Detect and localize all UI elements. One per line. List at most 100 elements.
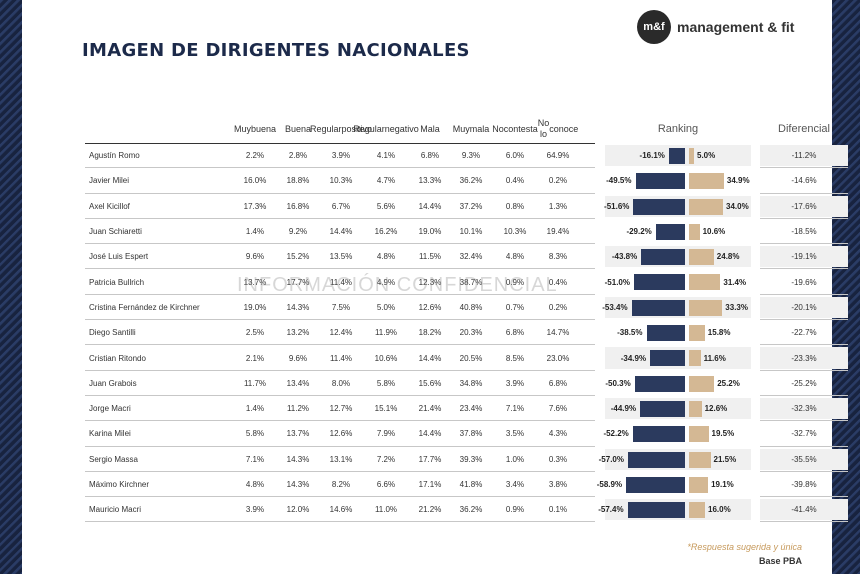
column-header-line: Buena [284, 123, 312, 134]
value-cell: 8.0% [331, 378, 351, 388]
negative-bar-label: -53.4% [602, 302, 628, 312]
row-divider [85, 268, 595, 270]
row-divider [85, 445, 595, 447]
diferencial-cell: -20.1% [760, 296, 848, 319]
value-cell: 20.3% [459, 328, 483, 338]
value-cell: 4.8% [505, 252, 525, 262]
value-cell: 17.1% [418, 480, 442, 489]
negative-bar [633, 198, 685, 215]
value-cell: 17.7% [418, 454, 442, 464]
diferencial-cell: -19.1% [760, 246, 848, 268]
value-cell: 19.0% [418, 227, 442, 237]
value-cell: 2.1% [245, 353, 265, 363]
negative-bar-label: -51.0% [604, 277, 630, 287]
value-cell: 3.9% [505, 378, 525, 388]
footnote: *Respuesta sugerida y única [687, 542, 802, 552]
row-divider [85, 243, 595, 245]
negative-bar [635, 173, 685, 190]
row-divider [760, 167, 848, 169]
value-cell: 1.0% [505, 454, 525, 464]
value-cell: 14.6% [329, 505, 353, 515]
diferencial-cell: -32.3% [760, 397, 848, 420]
row-divider [85, 293, 595, 295]
positive-bar-label: 10.6% [702, 227, 726, 237]
row-divider [85, 369, 595, 371]
value-cell: 5.8% [245, 429, 265, 439]
value-cell: 4.1% [376, 151, 396, 161]
column-header-line: buena [251, 123, 277, 134]
row-divider [85, 217, 595, 219]
row-divider [760, 496, 848, 498]
diferencial-cell: -14.6% [791, 176, 817, 186]
row-name: Axel Kicillof [89, 201, 130, 211]
value-cell: 16.2% [374, 227, 398, 237]
value-cell: 2.5% [245, 328, 265, 338]
value-cell: 40.8% [459, 302, 483, 312]
value-cell: 15.6% [418, 378, 442, 388]
column-header-line: positivo [341, 123, 373, 134]
row-name: Máximo Kirchner [89, 480, 150, 489]
value-cell: 3.5% [505, 429, 525, 439]
positive-bar-label: 19.5% [711, 429, 735, 439]
header-divider [85, 143, 595, 144]
negative-bar-label: -44.9% [610, 404, 637, 414]
value-cell: 0.2% [548, 176, 568, 186]
value-cell: 4.8% [245, 480, 265, 489]
row-name: Patricia Bullrich [89, 277, 145, 287]
value-cell: 0.1% [548, 505, 568, 515]
negative-bar [646, 325, 685, 342]
row-divider [760, 192, 848, 194]
value-cell: 12.0% [286, 505, 310, 515]
value-cell: 7.5% [331, 302, 351, 312]
negative-bar-label: -57.4% [598, 505, 624, 515]
value-cell: 14.3% [286, 480, 310, 489]
negative-bar [634, 375, 685, 392]
value-cell: 0.2% [548, 302, 568, 312]
value-cell: 0.4% [548, 277, 568, 287]
value-cell: 32.4% [459, 252, 483, 262]
value-cell: 13.3% [418, 176, 442, 186]
value-cell: 12.4% [329, 328, 353, 338]
negative-bar-label: -50.3% [605, 378, 631, 388]
value-cell: 8.2% [331, 480, 351, 489]
slide: IMAGEN DE DIRIGENTES NACIONALES m&f mana… [22, 0, 848, 574]
value-cell: 11.5% [418, 252, 442, 262]
row-name: Diego Santilli [89, 328, 136, 338]
column-header-line: No [492, 123, 504, 134]
row-divider [760, 521, 848, 523]
positive-bar [689, 426, 709, 443]
row-divider [760, 268, 848, 270]
value-cell: 12.6% [329, 429, 353, 439]
positive-bar-label: 5.0% [697, 151, 716, 161]
diferencial-cell: -17.6% [760, 195, 848, 217]
row-divider [85, 394, 595, 396]
positive-bar [689, 299, 723, 316]
value-cell: 14.4% [418, 353, 442, 363]
positive-bar [689, 451, 711, 468]
negative-bar-label: -51.6% [604, 201, 630, 211]
column-header: Buena [278, 115, 318, 143]
value-cell: 12.3% [418, 277, 442, 287]
positive-bar [689, 476, 709, 493]
negative-bar [655, 223, 685, 240]
value-cell: 21.4% [418, 404, 442, 414]
value-cell: 15.2% [286, 252, 310, 262]
logo-mark: m&f [637, 10, 671, 44]
negative-bar-label: -16.1% [639, 151, 665, 161]
column-header-line: Regular [309, 123, 342, 134]
value-cell: 15.1% [374, 404, 398, 414]
column-header: Regular positivo [310, 115, 372, 143]
positive-bar-label: 25.2% [717, 378, 740, 388]
value-cell: 1.4% [245, 227, 265, 237]
column-header-line: Regular [353, 123, 385, 134]
value-cell: 4.8% [376, 252, 396, 262]
value-cell: 7.6% [548, 404, 568, 414]
positive-bar [689, 198, 723, 215]
value-cell: 2.8% [288, 151, 308, 161]
row-divider [760, 369, 848, 371]
value-cell: 14.4% [418, 429, 442, 439]
column-header: Muy mala [451, 115, 491, 143]
value-cell: 2.2% [245, 151, 265, 161]
positive-bar [689, 274, 721, 291]
positive-bar [689, 400, 702, 417]
